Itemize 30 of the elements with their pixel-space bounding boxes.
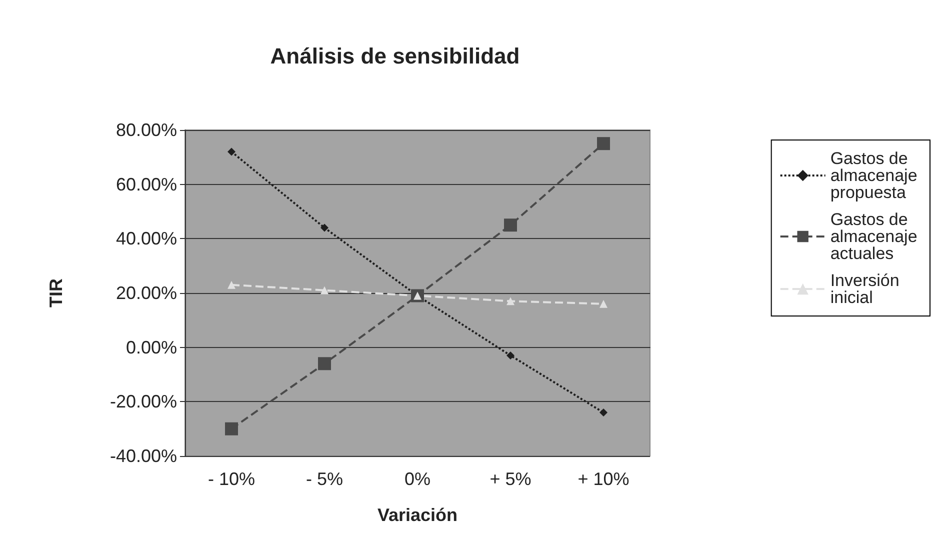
point bbox=[320, 286, 328, 294]
x-tick-label: - 10% bbox=[208, 469, 256, 489]
x-axis-title: Variación bbox=[377, 505, 458, 525]
point bbox=[228, 148, 236, 156]
y-tick-label: 80.00% bbox=[116, 120, 177, 140]
point bbox=[600, 408, 608, 417]
legend-label: Gastos de almacenaje propuesta bbox=[830, 149, 922, 202]
legend-label: Gastos de almacenaje actuales bbox=[830, 210, 922, 263]
point bbox=[318, 357, 331, 370]
chart-title: Análisis de sensibilidad bbox=[270, 44, 520, 68]
y-tick-label: 60.00% bbox=[116, 174, 177, 194]
x-tick-label: + 5% bbox=[490, 469, 532, 489]
y-tick-label: -40.00% bbox=[110, 446, 177, 466]
x-tick-label: - 5% bbox=[306, 469, 344, 489]
point bbox=[506, 297, 514, 306]
y-tick-label: 20.00% bbox=[116, 283, 177, 303]
y-axis-title: TIR bbox=[46, 278, 66, 308]
point bbox=[506, 351, 514, 360]
x-tick-label: + 10% bbox=[578, 469, 630, 489]
point bbox=[320, 224, 328, 232]
point bbox=[597, 137, 610, 150]
point bbox=[225, 422, 238, 436]
y-tick-label: -20.00% bbox=[110, 392, 177, 412]
y-tick-label: 0.00% bbox=[126, 337, 177, 358]
y-tick-label: 40.00% bbox=[116, 228, 177, 249]
point bbox=[504, 218, 517, 232]
x-tick-label: 0% bbox=[404, 469, 431, 489]
point bbox=[600, 300, 608, 308]
point bbox=[228, 280, 236, 289]
legend-label: Inversión inicial bbox=[830, 271, 904, 307]
